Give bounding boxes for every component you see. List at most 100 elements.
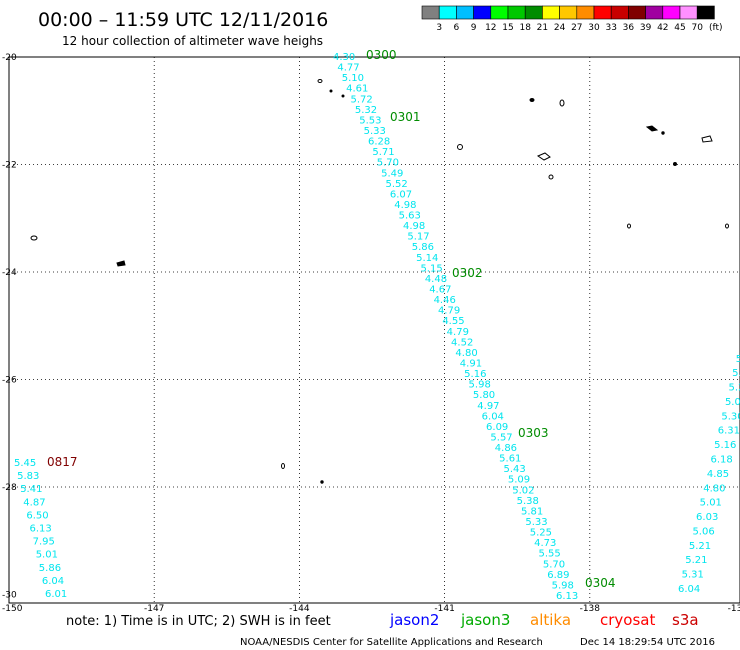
island: [701, 135, 713, 143]
legend-swatch: [473, 5, 492, 20]
island: [317, 79, 323, 83]
legend-swatch: [696, 5, 715, 20]
island: [661, 131, 665, 135]
wave-height-label: 4.61: [346, 84, 368, 95]
island: [536, 152, 551, 161]
wave-height-label: 5.33: [364, 126, 386, 137]
wave-height-label: 5.43: [504, 464, 526, 475]
map-grid: [9, 57, 740, 603]
wave-height-label: 4.98: [394, 200, 416, 211]
legend-label: 27: [571, 23, 582, 33]
footer-timestamp: Dec 14 18:29:54 UTC 2016: [580, 637, 715, 648]
wave-height-label: 5.38: [517, 496, 539, 507]
legend-label: 33: [605, 23, 616, 33]
wave-height-label: 5.45: [14, 458, 36, 469]
wave-height-label: 5.25: [530, 528, 552, 539]
wave-height-label: 5.71: [372, 147, 394, 158]
lon-tick-label: -147: [144, 604, 164, 614]
wave-height-label: 6.04: [678, 584, 700, 595]
wave-height-label: 5.10: [342, 73, 364, 84]
mission-label: cryosat: [600, 611, 655, 629]
legend-swatch: [542, 5, 560, 20]
legend-label: 18: [519, 23, 531, 33]
time-labels: 0300 0301 0302 0303 0304 0817: [47, 48, 616, 590]
wave-height-label: 5.06: [692, 526, 714, 537]
wave-height-label: 4.79: [447, 327, 469, 338]
wave-height-label: 5.21: [685, 555, 707, 566]
wave-height-label: 5.61: [499, 454, 521, 465]
wave-track-b: 5.45 5.83 5.41 4.87 6.50 6.13 7.95 5.01 5.86 6.04…: [14, 458, 67, 600]
legend-swatch: [456, 5, 474, 20]
wave-height-label: 5.80: [473, 390, 495, 401]
wave-height-label: 5.30: [721, 411, 740, 422]
wave-height-label: 5.06: [725, 397, 740, 408]
island: [529, 98, 535, 102]
wave-height-label: 5.1: [732, 368, 740, 379]
wave-height-label: 4.85: [707, 469, 729, 480]
island: [673, 162, 677, 166]
wave-height-label: 5: [736, 354, 740, 365]
island: [281, 463, 285, 469]
island: [548, 174, 554, 180]
legend-swatch: [662, 5, 681, 20]
mission-label: altika: [530, 611, 571, 629]
legend-label: 39: [640, 23, 652, 33]
wave-height-label: 4.77: [337, 63, 359, 74]
islands: [30, 79, 729, 484]
wave-height-label: 5.41: [20, 484, 42, 495]
legend-label: 15: [502, 23, 513, 33]
wave-height-label: 6.04: [42, 576, 64, 587]
map-subtitle: 12 hour collection of altimeter wave hei…: [62, 34, 323, 48]
wave-height-label: 5.32: [355, 105, 377, 116]
wave-track-c: 5555.15.25.065.306.315.166.184.854.805.0…: [678, 339, 740, 595]
wave-height-label: 4.55: [442, 316, 464, 327]
wave-height-label: 5.01: [36, 550, 58, 561]
wave-height-label: 6.07: [390, 189, 412, 200]
wave-height-label: 5.09: [508, 475, 530, 486]
wave-height-label: 5.21: [689, 541, 711, 552]
wave-height-label: 6.89: [547, 570, 569, 581]
wave-height-label: 5.53: [359, 115, 381, 126]
wave-height-label: 5.01: [700, 498, 722, 509]
wave-height-label: 4.67: [429, 285, 451, 296]
wave-height-label: 5.70: [543, 559, 565, 570]
time-label: 0303: [518, 426, 549, 440]
wave-height-label: 4.46: [434, 295, 456, 306]
wave-height-label: 4.52: [451, 337, 473, 348]
wave-height-label: 5.86: [39, 563, 61, 574]
lon-tick-label: -150: [2, 604, 23, 614]
legend-label: 6: [454, 23, 460, 33]
mission-label: jason3: [460, 611, 510, 629]
legend-label: 24: [554, 23, 566, 33]
map-title: 00:00 – 11:59 UTC 12/11/2016: [38, 9, 328, 31]
mission-label: s3a: [672, 611, 699, 629]
wave-height-label: 4.48: [425, 274, 447, 285]
island: [329, 89, 333, 93]
legend-swatch: [593, 5, 612, 20]
legend-label: 9: [471, 23, 477, 33]
legend-label: 36: [623, 23, 635, 33]
wave-height-label: 5.98: [469, 380, 491, 391]
footer-credit: NOAA/NESDIS Center for Satellite Applica…: [240, 637, 543, 648]
footer-note: note: 1) Time is in UTC; 2) SWH is in fe…: [66, 614, 331, 629]
wave-height-label: 4.91: [460, 358, 482, 369]
legend-swatch: [524, 5, 543, 20]
lon-tick-label: -141: [434, 604, 454, 614]
lat-tick-label: -24: [2, 268, 17, 278]
wave-height-label: 6.03: [696, 512, 718, 523]
mission-label: jason2: [389, 611, 439, 629]
legend-label: 12: [485, 23, 496, 33]
wave-height-label: 5.98: [552, 580, 574, 591]
wave-height-label: 5.17: [407, 232, 429, 243]
wave-height-label: 4.86: [495, 443, 517, 454]
legend-label: 70: [691, 23, 703, 33]
island: [645, 125, 659, 132]
wave-height-label: 5.49: [381, 168, 403, 179]
island: [320, 480, 324, 484]
island: [627, 223, 631, 229]
lat-tick-label: -22: [2, 161, 17, 171]
wave-height-label: 4.30: [333, 52, 355, 63]
legend-label: 45: [674, 23, 685, 33]
map-frame: [8, 56, 740, 604]
